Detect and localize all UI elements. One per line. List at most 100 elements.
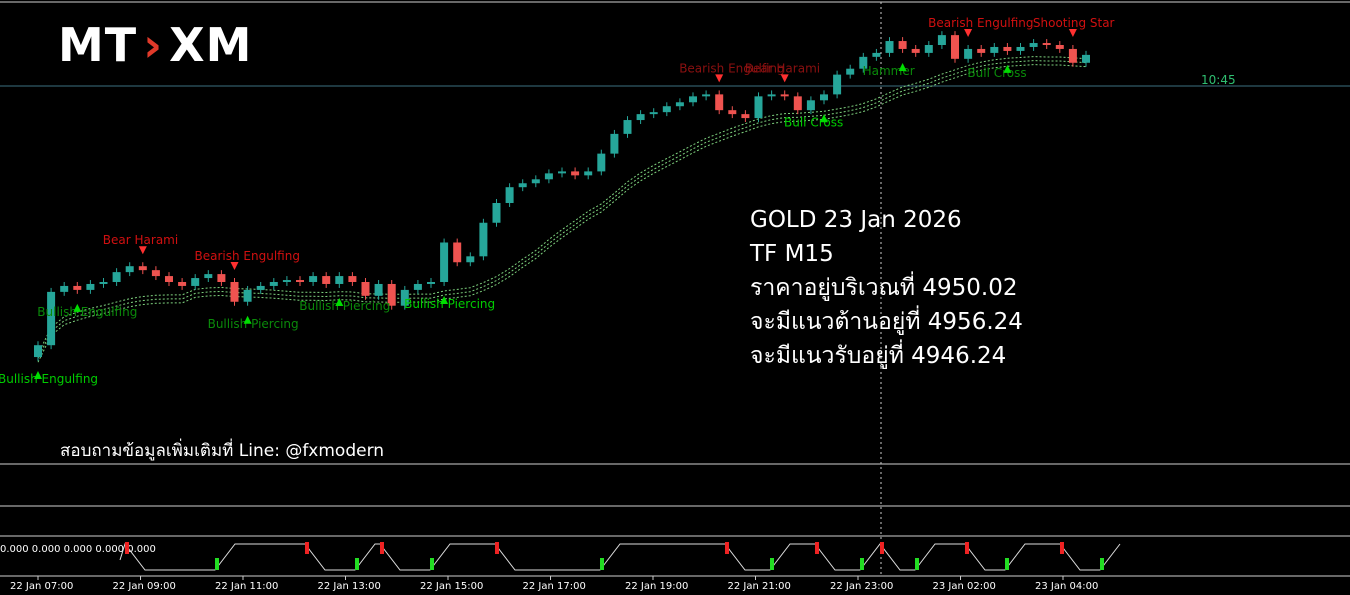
candle-body	[178, 282, 187, 286]
x-tick-label: 22 Jan 11:00	[215, 581, 278, 592]
candle-body	[1016, 46, 1025, 51]
bear-arrow-icon	[780, 74, 789, 83]
candle-body	[833, 74, 842, 95]
signal-bar	[965, 542, 969, 554]
pattern-label: Bull Cross	[967, 66, 1026, 80]
signal-bar	[430, 558, 434, 570]
candle-body	[649, 112, 658, 115]
candle-body	[256, 285, 265, 290]
bull-arrow-icon	[73, 303, 82, 312]
candle-body	[47, 291, 56, 346]
pattern-label: Bull Cross	[784, 115, 843, 129]
bear-arrow-icon	[138, 246, 147, 255]
bear-arrow-icon	[715, 74, 724, 83]
x-tick-label: 22 Jan 19:00	[625, 581, 688, 592]
candle-body	[571, 171, 580, 176]
candle-body	[492, 203, 501, 223]
candle-body	[924, 45, 933, 53]
signal-bar	[125, 542, 129, 554]
x-tick-label: 22 Jan 17:00	[523, 581, 586, 592]
candle-body	[977, 48, 986, 53]
info-support: จะมีแนวรับอยู่ที่ 4946.24	[750, 343, 1007, 369]
candle-body	[1003, 46, 1012, 51]
candle-body	[780, 94, 789, 97]
candle-body	[820, 94, 828, 101]
candle-body	[518, 183, 527, 188]
signal-bar	[495, 542, 499, 554]
pattern-label: Bearish Engulfing	[679, 61, 784, 75]
signal-bar	[725, 542, 729, 554]
pattern-label: Bear Harami	[103, 233, 178, 247]
pattern-label: Hammer	[863, 64, 915, 78]
info-resistance: จะมีแนวต้านอยู่ที่ 4956.24	[750, 309, 1023, 335]
pattern-annotations: Bullish Engulfing Bullish Engulfing Bear H…	[0, 16, 1115, 386]
logo-mt: MT	[58, 18, 138, 72]
candle-body	[1029, 43, 1038, 47]
signal-bar	[305, 542, 309, 554]
candle-body	[387, 283, 396, 306]
candle-body	[86, 283, 95, 290]
candle-body	[662, 106, 671, 113]
candle-body	[859, 56, 868, 69]
pattern-label: Bear Harami	[745, 61, 820, 75]
candle-body	[73, 285, 82, 290]
bull-arrow-icon	[243, 315, 252, 324]
candle-body	[138, 266, 147, 271]
candle-body	[951, 35, 959, 59]
candle-body	[558, 171, 566, 174]
candle-body	[204, 274, 213, 279]
candle-body	[400, 289, 409, 306]
bull-arrow-icon	[1003, 64, 1012, 73]
signal-bar	[1005, 558, 1009, 570]
pattern-label: Shooting Star	[1033, 16, 1115, 30]
candle-body	[466, 256, 475, 263]
candle-body	[728, 110, 737, 115]
bull-arrow-icon	[335, 297, 344, 306]
current-time-label: 10:45	[1201, 73, 1236, 87]
signal-bar	[915, 558, 919, 570]
bull-arrow-icon	[898, 62, 907, 71]
candle-body	[636, 114, 645, 121]
x-tick-label: 23 Jan 02:00	[933, 581, 996, 592]
zigzag-line	[119, 542, 1121, 571]
x-tick-label: 22 Jan 07:00	[10, 581, 73, 592]
candle-body	[505, 187, 514, 203]
candle-body	[1042, 43, 1051, 45]
candle-body	[453, 242, 462, 263]
info-panel: GOLD 23 Jan 2026 TF M15 ราคาอยู่บริเวณที…	[750, 203, 1023, 373]
candle-body	[217, 274, 226, 282]
pattern-label: Bearish Engulfing	[195, 249, 300, 263]
candle-body	[610, 133, 619, 154]
signal-bar	[880, 542, 884, 554]
candle-body	[937, 35, 946, 45]
candle-body	[702, 94, 711, 97]
zigzag-indicator: 0.000 0.000 0.000 0.000 0.000	[0, 542, 1121, 571]
signal-bar	[770, 558, 774, 570]
candle-body	[715, 94, 724, 111]
candle-body	[34, 345, 42, 358]
pattern-label: Bullish Piercing	[208, 317, 299, 331]
bear-arrow-icon	[1068, 28, 1077, 37]
pattern-label: Bullish Piercing	[299, 299, 390, 313]
candle-body	[767, 94, 776, 97]
logo-separator-icon: ›	[143, 18, 164, 72]
candle-body	[584, 171, 593, 176]
pattern-label: Bearish Engulfing	[928, 16, 1033, 30]
candle-body	[322, 276, 331, 284]
signal-bar	[860, 558, 864, 570]
candle-body	[754, 96, 763, 119]
candle-body	[885, 41, 894, 53]
candle-body	[479, 222, 488, 257]
signal-bar	[815, 542, 819, 554]
candle-body	[151, 270, 160, 277]
candle-body	[243, 289, 252, 302]
candle-body	[99, 282, 108, 284]
x-axis: 22 Jan 07:00 22 Jan 09:00 22 Jan 11:00 22 J…	[10, 576, 1098, 592]
candle-body	[911, 48, 920, 53]
candle-body	[440, 242, 449, 282]
candle-body	[964, 48, 973, 59]
x-tick-label: 23 Jan 04:00	[1035, 581, 1098, 592]
indicator-values: 0.000 0.000 0.000 0.000 0.000	[0, 544, 156, 555]
contact-line: สอบถามข้อมูลเพิ่มเติมที่ Line: @fxmodern	[60, 441, 385, 461]
